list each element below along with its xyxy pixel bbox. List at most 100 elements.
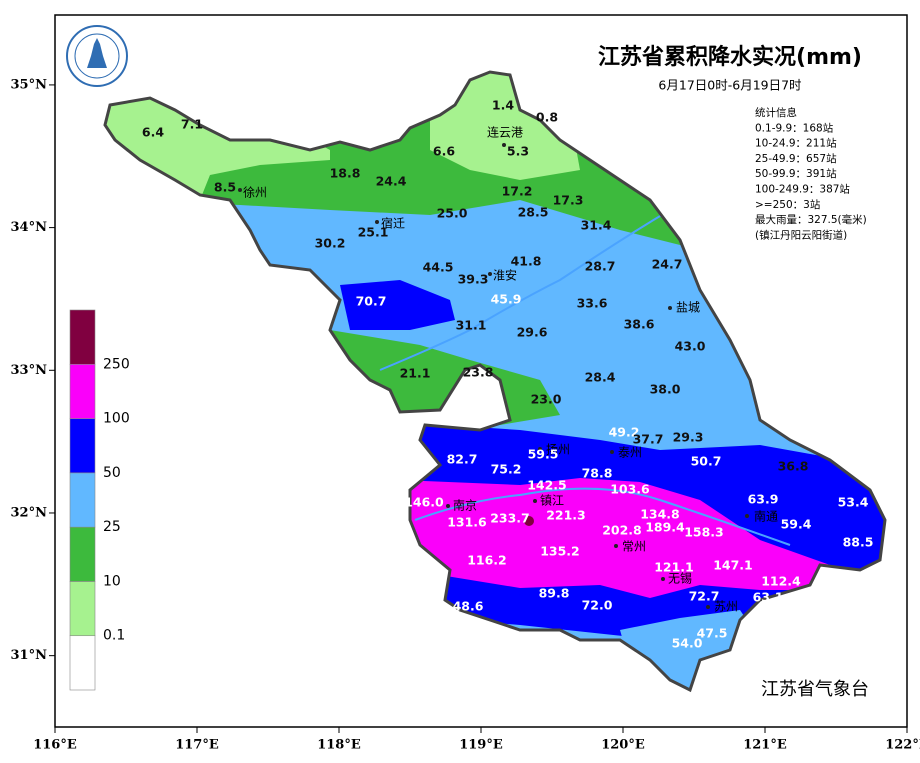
rain-value: 41.8 bbox=[511, 254, 542, 269]
rain-value: 29.6 bbox=[517, 325, 548, 340]
stat-line: (镇江丹阳云阳街道) bbox=[755, 228, 847, 241]
rain-value: 43.0 bbox=[675, 339, 706, 354]
rain-value: 72.0 bbox=[582, 598, 613, 613]
rain-value: 7.1 bbox=[181, 117, 203, 132]
legend-label: 50 bbox=[103, 465, 121, 481]
x-tick-label: 120°E bbox=[601, 738, 645, 753]
city-dot bbox=[238, 188, 242, 192]
footer-agency: 江苏省气象台 bbox=[761, 679, 869, 700]
rain-value: 103.6 bbox=[610, 482, 650, 497]
stat-line: 最大雨量：327.5(毫米) bbox=[755, 213, 867, 226]
rain-value: 72.7 bbox=[689, 589, 720, 604]
stat-line: 50-99.9：391站 bbox=[755, 167, 837, 180]
rain-value: 53.4 bbox=[838, 495, 869, 510]
stat-line: 25-49.9：657站 bbox=[755, 152, 837, 165]
city-name: 扬州 bbox=[546, 442, 570, 457]
city-dot bbox=[488, 272, 492, 276]
y-tick-label: 31°N bbox=[11, 648, 48, 663]
x-tick-label: 116°E bbox=[33, 738, 77, 753]
legend-swatch bbox=[69, 472, 96, 528]
rain-value: 158.3 bbox=[684, 525, 724, 540]
city-dot bbox=[745, 514, 749, 518]
rain-value: 233.7 bbox=[490, 511, 530, 526]
band bbox=[340, 280, 455, 330]
rain-value: 78.8 bbox=[582, 466, 613, 481]
city-name: 盐城 bbox=[676, 301, 700, 315]
rain-value: 121.1 bbox=[654, 560, 694, 575]
logo-tower bbox=[87, 38, 107, 68]
rain-value: 37.7 bbox=[633, 432, 664, 447]
city-name: 宿迁 bbox=[381, 216, 405, 231]
stat-line: 10-24.9：211站 bbox=[755, 137, 837, 150]
city-name: 南京 bbox=[453, 498, 477, 513]
rain-value: 48.6 bbox=[453, 599, 484, 614]
x-tick-label: 119°E bbox=[459, 738, 503, 753]
rain-value: 0.8 bbox=[536, 110, 558, 125]
x-tick-label: 122°E bbox=[885, 738, 920, 753]
rain-value: 134.8 bbox=[640, 507, 680, 522]
rain-value: 31.1 bbox=[456, 318, 487, 333]
legend-label: 0.1 bbox=[103, 628, 125, 644]
rain-value: 88.5 bbox=[843, 535, 874, 550]
rain-value: 47.5 bbox=[697, 626, 728, 641]
logo-inner bbox=[74, 33, 120, 79]
rain-value: 38.0 bbox=[650, 382, 681, 397]
rain-value: 24.7 bbox=[652, 257, 683, 272]
stat-line: 100-249.9：387站 bbox=[755, 183, 850, 196]
rain-value: 50.7 bbox=[691, 454, 722, 469]
x-tick-label: 117°E bbox=[175, 738, 219, 753]
x-tick-label: 121°E bbox=[743, 738, 787, 753]
legend-swatch bbox=[69, 635, 96, 691]
rain-value: 17.3 bbox=[553, 193, 584, 208]
stat-line: 统计信息 bbox=[755, 106, 797, 119]
rain-value: 63.9 bbox=[748, 492, 779, 507]
band bbox=[400, 478, 830, 598]
rain-value: 36.8 bbox=[778, 459, 809, 474]
legend-swatch bbox=[69, 581, 96, 637]
legend-label: 250 bbox=[103, 356, 130, 372]
y-tick-label: 35°N bbox=[11, 77, 48, 92]
rain-value: 202.8 bbox=[602, 523, 642, 538]
rain-value: 23.8 bbox=[463, 365, 494, 380]
rain-value: 29.3 bbox=[673, 430, 704, 445]
city-name: 苏州 bbox=[714, 600, 738, 614]
rain-value: 131.6 bbox=[447, 515, 487, 530]
legend-swatch bbox=[69, 418, 96, 474]
y-tick-label: 34°N bbox=[11, 220, 48, 235]
rain-value: 28.5 bbox=[518, 205, 549, 220]
legend-swatch bbox=[69, 526, 96, 582]
city-dot bbox=[610, 450, 614, 454]
rain-value: 1.4 bbox=[492, 98, 514, 113]
stat-line: 0.1-9.9：168站 bbox=[755, 121, 834, 134]
rain-value: 116.2 bbox=[467, 553, 507, 568]
rain-value: 21.1 bbox=[400, 366, 431, 381]
x-tick-label: 118°E bbox=[317, 738, 361, 753]
rain-value: 28.4 bbox=[585, 370, 616, 385]
rain-value: 39.3 bbox=[458, 272, 489, 287]
stat-line: >=250：3站 bbox=[755, 198, 821, 211]
rain-value: 82.7 bbox=[447, 452, 478, 467]
river bbox=[379, 209, 671, 371]
map-subtitle: 6月17日0时-6月19日7时 bbox=[658, 78, 802, 93]
rain-value: 221.3 bbox=[546, 508, 586, 523]
rain-value: 49.2 bbox=[609, 425, 640, 440]
rain-value: 54.0 bbox=[672, 636, 703, 651]
legend-label: 25 bbox=[103, 519, 121, 535]
rain-value: 33.6 bbox=[577, 296, 608, 311]
logo bbox=[66, 25, 128, 87]
rain-value: 142.5 bbox=[527, 478, 567, 493]
river bbox=[414, 487, 791, 546]
city-name: 徐州 bbox=[243, 185, 267, 200]
legend-swatch bbox=[69, 309, 96, 365]
rain-value: 189.4 bbox=[645, 520, 685, 535]
rain-value: 75.2 bbox=[491, 462, 522, 477]
rain-value: 28.7 bbox=[585, 259, 616, 274]
rain-value: 45.9 bbox=[491, 292, 522, 307]
city-dot bbox=[502, 143, 506, 147]
rain-value: 17.2 bbox=[502, 184, 533, 199]
rain-value: 147.1 bbox=[713, 558, 753, 573]
city-name: 无锡 bbox=[668, 571, 692, 586]
rain-value: 63.1 bbox=[753, 590, 784, 605]
map-title: 江苏省累积降水实况(mm) bbox=[598, 44, 862, 70]
